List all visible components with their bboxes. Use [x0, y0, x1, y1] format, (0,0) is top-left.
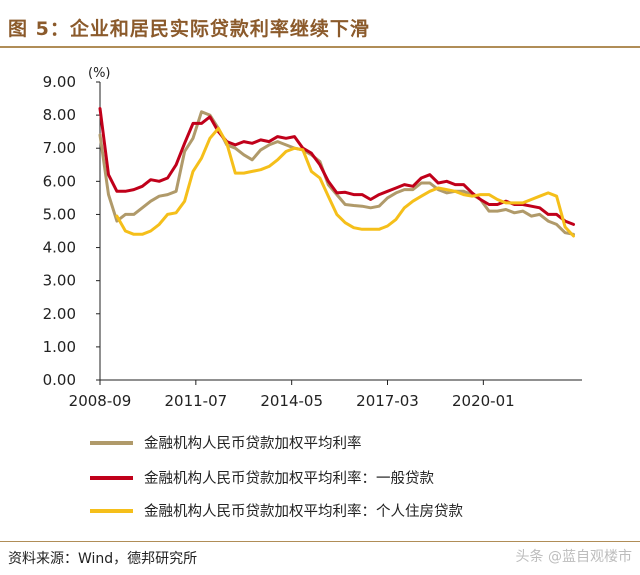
x-tick-label: 2014-05: [260, 392, 323, 410]
figure-title: 图 5：企业和居民实际贷款利率继续下滑: [8, 18, 370, 40]
x-tick-label: 2011-07: [164, 392, 227, 410]
series-line-3: [115, 126, 575, 238]
legend-label-2: 金融机构人民币贷款加权平均利率：一般贷款: [144, 470, 434, 487]
line-chart: 9.00 8.00 7.00 6.00 5.00 4.00 3.00 2.00 1.00 0.00…: [43, 66, 582, 520]
footer-divider: [0, 541, 640, 542]
y-tick-label: 3.00: [43, 272, 76, 290]
source-note: 资料来源：Wind，德邦研究所: [8, 551, 198, 567]
y-tick-label: 5.00: [43, 205, 76, 223]
y-tick-label: 4.00: [43, 239, 76, 257]
legend-label-3: 金融机构人民币贷款加权平均利率：个人住房贷款: [144, 503, 463, 520]
legend: 金融机构人民币贷款加权平均利率金融机构人民币贷款加权平均利率：一般贷款金融机构人…: [90, 435, 463, 520]
series-line-2: [98, 107, 575, 226]
x-tick-label: 2020-01: [452, 392, 515, 410]
legend-label-1: 金融机构人民币贷款加权平均利率: [144, 435, 362, 452]
y-tick-label: 7.00: [43, 139, 76, 157]
x-axis: 2008-09 2011-07 2014-05 2017-03 2020-01: [69, 379, 582, 410]
y-tick-label: 0.00: [43, 371, 76, 389]
y-tick-label: 9.00: [43, 73, 76, 91]
y-tick-label: 1.00: [43, 338, 76, 356]
series-line-1: [98, 110, 575, 236]
y-tick-label: 6.00: [43, 172, 76, 190]
series-lines: [98, 107, 575, 238]
y-unit-label: (%): [88, 66, 111, 81]
title-divider: [0, 46, 640, 48]
y-axis: 9.00 8.00 7.00 6.00 5.00 4.00 3.00 2.00 1.00 0.00…: [43, 66, 111, 389]
watermark: 头条 @蓝自观楼市: [515, 549, 632, 565]
y-tick-label: 8.00: [43, 106, 76, 124]
x-tick-label: 2008-09: [69, 392, 132, 410]
y-tick-label: 2.00: [43, 305, 76, 323]
x-tick-label: 2017-03: [356, 392, 419, 410]
